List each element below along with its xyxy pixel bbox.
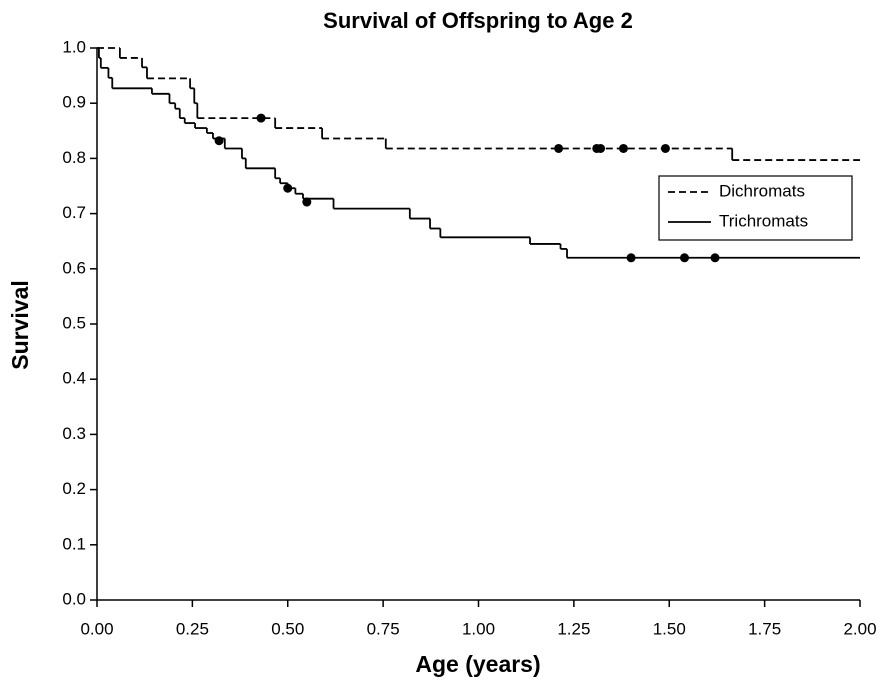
y-tick-label: 1.0 <box>62 37 86 56</box>
y-tick-label: 0.9 <box>62 93 86 112</box>
y-tick-label: 0.8 <box>62 148 86 167</box>
y-tick-label: 0.6 <box>62 258 86 277</box>
y-tick-label: 0.5 <box>62 313 86 332</box>
legend-box <box>658 175 853 241</box>
x-tick-label: 1.50 <box>653 619 686 638</box>
censor-mark <box>302 197 312 207</box>
legend-label: Trichromats <box>719 211 808 230</box>
censor-mark <box>618 143 628 153</box>
censor-mark <box>214 136 224 146</box>
x-tick-label: 2.00 <box>843 619 876 638</box>
x-axis-title: Age (years) <box>415 651 540 677</box>
censor-mark <box>710 253 720 263</box>
y-tick-label: 0.2 <box>62 479 86 498</box>
x-tick-label: 1.75 <box>748 619 781 638</box>
y-tick-label: 0.0 <box>62 589 86 608</box>
x-tick-label: 0.50 <box>271 619 304 638</box>
y-tick-label: 0.4 <box>62 369 86 388</box>
x-tick-label: 1.25 <box>557 619 590 638</box>
censor-mark <box>680 253 690 263</box>
y-tick-label: 0.1 <box>62 534 86 553</box>
y-tick-label: 0.7 <box>62 203 86 222</box>
legend-label: Dichromats <box>719 181 805 200</box>
censor-mark <box>596 143 606 153</box>
x-tick-label: 0.75 <box>367 619 400 638</box>
y-axis-title: Survival <box>7 280 33 370</box>
censor-mark <box>660 143 670 153</box>
chart-title: Survival of Offspring to Age 2 <box>323 8 633 33</box>
y-tick-label: 0.3 <box>62 424 86 443</box>
censor-mark <box>626 253 636 263</box>
x-tick-label: 0.25 <box>176 619 209 638</box>
censor-mark <box>554 143 564 153</box>
censor-mark <box>256 113 266 123</box>
x-tick-label: 0.00 <box>80 619 113 638</box>
x-tick-label: 1.00 <box>462 619 495 638</box>
censor-mark <box>283 183 293 193</box>
